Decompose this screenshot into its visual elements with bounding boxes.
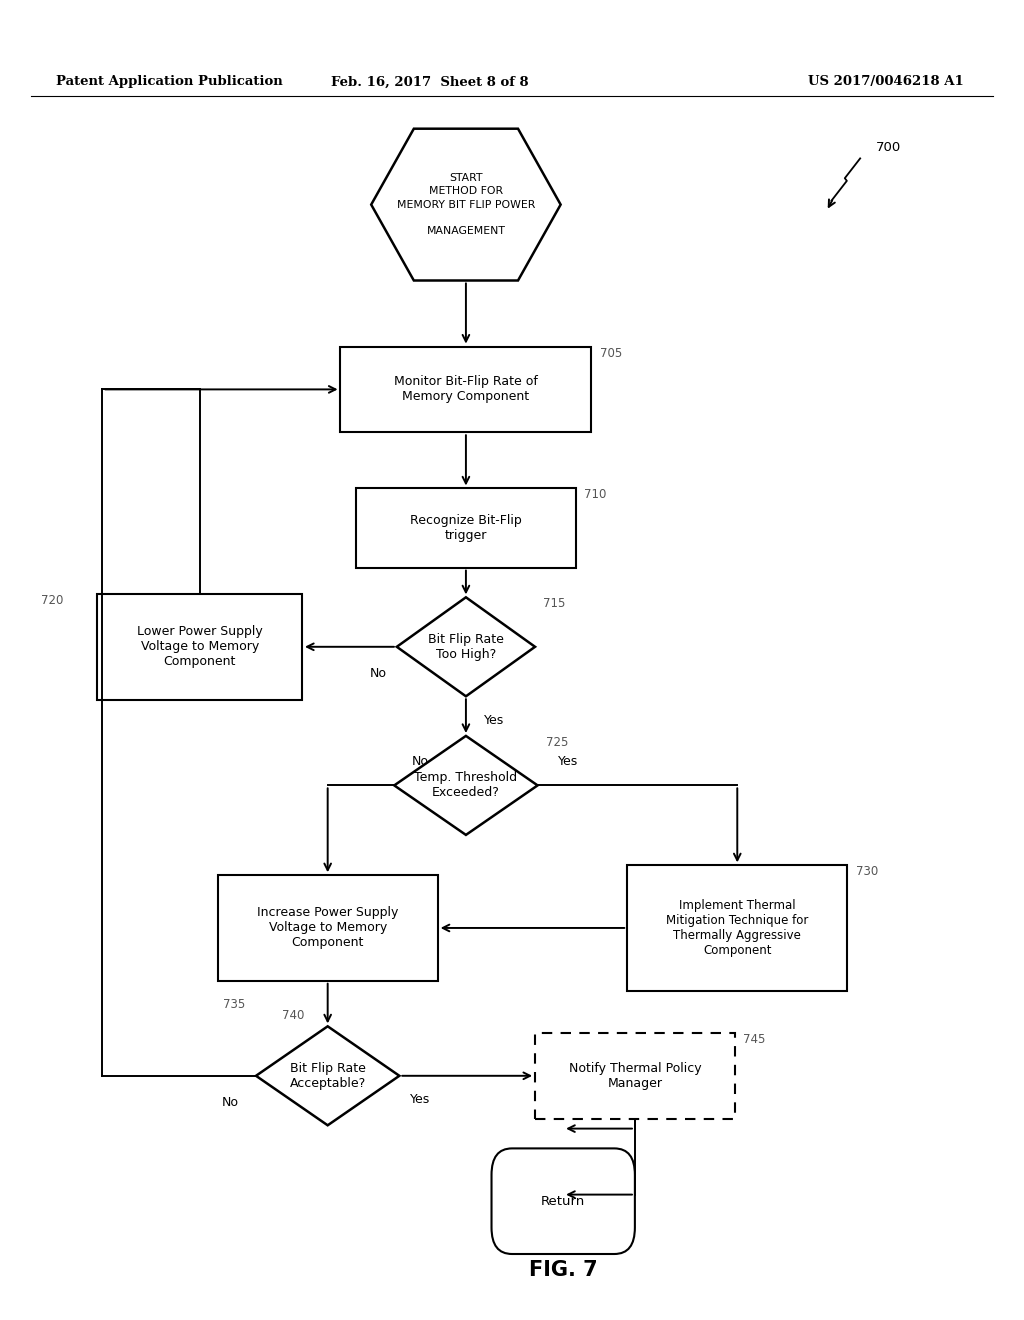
Polygon shape: [372, 129, 561, 281]
Text: Yes: Yes: [484, 714, 505, 726]
Text: 740: 740: [282, 1010, 304, 1022]
Text: Bit Flip Rate
Acceptable?: Bit Flip Rate Acceptable?: [290, 1061, 366, 1090]
Text: No: No: [412, 755, 428, 768]
Polygon shape: [397, 597, 535, 697]
Text: Yes: Yes: [558, 755, 579, 768]
Polygon shape: [394, 737, 538, 834]
Text: Implement Thermal
Mitigation Technique for
Thermally Aggressive
Component: Implement Thermal Mitigation Technique f…: [666, 899, 809, 957]
Polygon shape: [627, 866, 848, 990]
Text: Increase Power Supply
Voltage to Memory
Component: Increase Power Supply Voltage to Memory …: [257, 907, 398, 949]
Polygon shape: [535, 1032, 735, 1119]
Polygon shape: [97, 594, 302, 700]
Text: Recognize Bit-Flip
trigger: Recognize Bit-Flip trigger: [410, 513, 522, 543]
Text: 710: 710: [584, 488, 606, 502]
Text: Yes: Yes: [410, 1093, 430, 1106]
Text: 715: 715: [543, 598, 565, 610]
Text: Temp. Threshold
Exceeded?: Temp. Threshold Exceeded?: [415, 771, 517, 800]
Text: FIG. 7: FIG. 7: [528, 1259, 598, 1280]
Polygon shape: [256, 1027, 399, 1125]
Polygon shape: [356, 488, 575, 568]
Text: 745: 745: [743, 1034, 765, 1045]
Text: Return: Return: [541, 1195, 586, 1208]
FancyBboxPatch shape: [492, 1148, 635, 1254]
Text: 700: 700: [876, 141, 901, 154]
Text: 720: 720: [41, 594, 63, 607]
Text: Notify Thermal Policy
Manager: Notify Thermal Policy Manager: [568, 1061, 701, 1090]
Text: 705: 705: [600, 347, 622, 359]
Text: START
METHOD FOR
MEMORY BIT FLIP POWER

MANAGEMENT: START METHOD FOR MEMORY BIT FLIP POWER M…: [396, 173, 536, 236]
Text: 735: 735: [223, 998, 245, 1011]
Text: Lower Power Supply
Voltage to Memory
Component: Lower Power Supply Voltage to Memory Com…: [137, 626, 262, 668]
Text: 725: 725: [546, 737, 568, 748]
Polygon shape: [218, 875, 438, 981]
Text: Patent Application Publication: Patent Application Publication: [56, 75, 283, 88]
Text: Monitor Bit-Flip Rate of
Memory Component: Monitor Bit-Flip Rate of Memory Componen…: [394, 375, 538, 404]
Text: Feb. 16, 2017  Sheet 8 of 8: Feb. 16, 2017 Sheet 8 of 8: [332, 75, 528, 88]
Text: 730: 730: [856, 866, 878, 878]
Text: Bit Flip Rate
Too High?: Bit Flip Rate Too High?: [428, 632, 504, 661]
Text: No: No: [370, 667, 387, 680]
Text: US 2017/0046218 A1: US 2017/0046218 A1: [808, 75, 964, 88]
Polygon shape: [340, 347, 592, 433]
Text: No: No: [222, 1096, 239, 1109]
